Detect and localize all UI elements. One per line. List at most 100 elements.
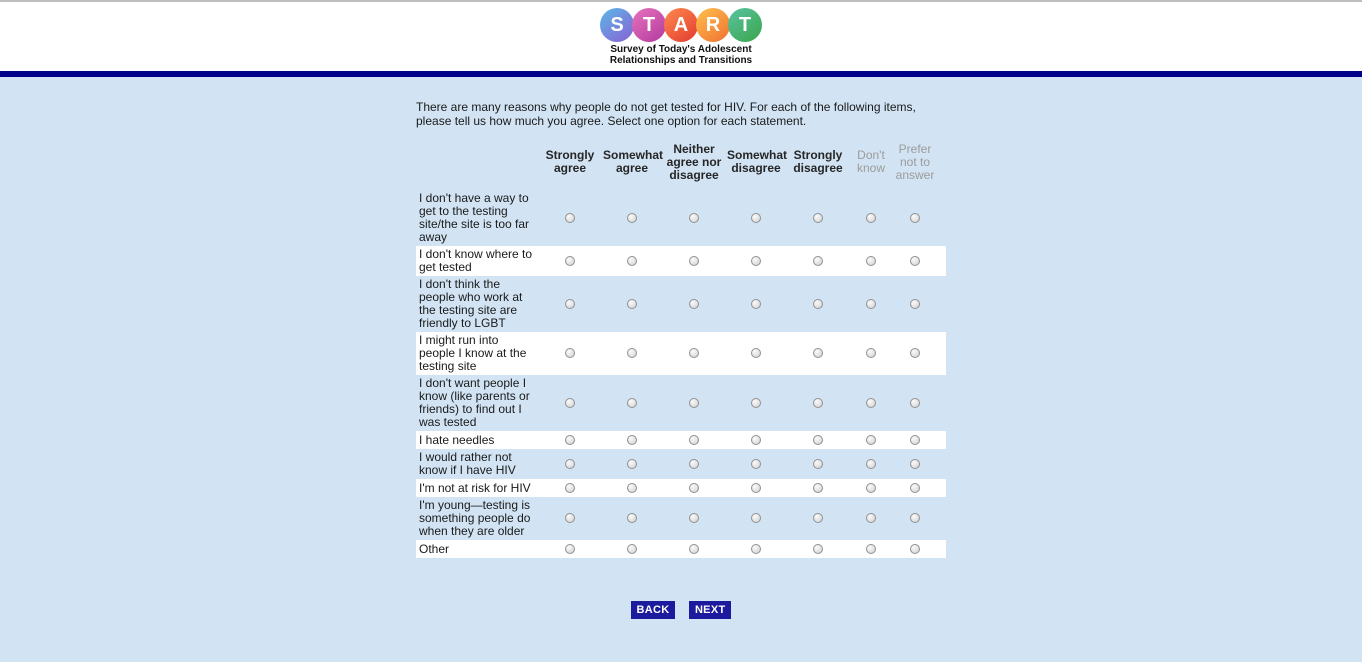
row-label: I'm young—testing is something people do…	[419, 498, 531, 538]
back-button[interactable]: BACK	[630, 601, 676, 619]
radio-row2-strongly-disagree[interactable]	[813, 255, 823, 266]
radio-row4-somewhat-disagree[interactable]	[751, 348, 761, 359]
radio-row4-somewhat-agree[interactable]	[627, 348, 637, 359]
radio-row3-somewhat-agree[interactable]	[627, 298, 637, 309]
radio-row8-strongly-agree[interactable]	[565, 482, 575, 493]
radio-row2-prefer-not-to-answer[interactable]	[910, 255, 920, 266]
radio-cell	[849, 479, 893, 497]
question-text: There are many reasons why people do not…	[416, 100, 916, 128]
radio-row8-somewhat-disagree[interactable]	[751, 482, 761, 493]
radio-row1-somewhat-agree[interactable]	[627, 212, 637, 223]
radio-row6-strongly-agree[interactable]	[565, 434, 575, 445]
radio-row10-neither-agree-nor-disagree[interactable]	[689, 543, 699, 554]
logo-letter-r-icon: R	[696, 8, 730, 42]
radio-row1-strongly-disagree[interactable]	[813, 212, 823, 223]
radio-row4-strongly-agree[interactable]	[565, 348, 575, 359]
radio-row1-dont-know[interactable]	[866, 212, 876, 223]
radio-row9-neither-agree-nor-disagree[interactable]	[689, 513, 699, 524]
radio-row5-dont-know[interactable]	[866, 397, 876, 408]
radio-cell	[849, 540, 893, 558]
radio-row3-strongly-disagree[interactable]	[813, 298, 823, 309]
radio-row3-prefer-not-to-answer[interactable]	[910, 298, 920, 309]
radio-row7-prefer-not-to-answer[interactable]	[910, 458, 920, 469]
radio-row9-strongly-agree[interactable]	[565, 513, 575, 524]
row-label: I would rather not know if I have HIV	[419, 450, 516, 477]
radio-row6-strongly-disagree[interactable]	[813, 434, 823, 445]
radio-row8-strongly-disagree[interactable]	[813, 482, 823, 493]
radio-row3-dont-know[interactable]	[866, 298, 876, 309]
radio-row9-somewhat-disagree[interactable]	[751, 513, 761, 524]
matrix-body: I don't have a way to get to the testing…	[416, 190, 946, 558]
radio-row10-prefer-not-to-answer[interactable]	[910, 543, 920, 554]
radio-row5-strongly-agree[interactable]	[565, 397, 575, 408]
radio-row2-somewhat-agree[interactable]	[627, 255, 637, 266]
radio-row7-neither-agree-nor-disagree[interactable]	[689, 458, 699, 469]
radio-row2-dont-know[interactable]	[866, 255, 876, 266]
logo-letter-t2-icon: T	[728, 8, 762, 42]
radio-row4-strongly-disagree[interactable]	[813, 348, 823, 359]
radio-row4-prefer-not-to-answer[interactable]	[910, 348, 920, 359]
next-button[interactable]: NEXT	[688, 601, 732, 619]
radio-row10-strongly-disagree[interactable]	[813, 543, 823, 554]
radio-row1-prefer-not-to-answer[interactable]	[910, 212, 920, 223]
radio-row4-dont-know[interactable]	[866, 348, 876, 359]
radio-row6-somewhat-disagree[interactable]	[751, 434, 761, 445]
radio-row9-dont-know[interactable]	[866, 513, 876, 524]
radio-cell	[849, 510, 893, 528]
table-row: I don't have a way to get to the testing…	[416, 190, 946, 246]
radio-row10-somewhat-disagree[interactable]	[751, 543, 761, 554]
radio-row8-dont-know[interactable]	[866, 482, 876, 493]
radio-row6-prefer-not-to-answer[interactable]	[910, 434, 920, 445]
logo-tagline-line1: Survey of Today's Adolescent	[610, 44, 752, 55]
radio-row2-strongly-agree[interactable]	[565, 255, 575, 266]
radio-cell	[725, 252, 787, 270]
radio-row3-neither-agree-nor-disagree[interactable]	[689, 298, 699, 309]
radio-row3-strongly-agree[interactable]	[565, 298, 575, 309]
radio-row1-neither-agree-nor-disagree[interactable]	[689, 212, 699, 223]
radio-cell	[787, 252, 849, 270]
radio-row4-neither-agree-nor-disagree[interactable]	[689, 348, 699, 359]
radio-row8-somewhat-agree[interactable]	[627, 482, 637, 493]
radio-row1-somewhat-disagree[interactable]	[751, 212, 761, 223]
radio-row9-strongly-disagree[interactable]	[813, 513, 823, 524]
radio-row5-somewhat-disagree[interactable]	[751, 397, 761, 408]
radio-row5-somewhat-agree[interactable]	[627, 397, 637, 408]
radio-row6-neither-agree-nor-disagree[interactable]	[689, 434, 699, 445]
radio-row9-prefer-not-to-answer[interactable]	[910, 513, 920, 524]
radio-row9-somewhat-agree[interactable]	[627, 513, 637, 524]
radio-row7-strongly-agree[interactable]	[565, 458, 575, 469]
radio-row5-prefer-not-to-answer[interactable]	[910, 397, 920, 408]
radio-row7-dont-know[interactable]	[866, 458, 876, 469]
radio-row7-somewhat-agree[interactable]	[627, 458, 637, 469]
radio-row2-neither-agree-nor-disagree[interactable]	[689, 255, 699, 266]
radio-cell	[787, 394, 849, 412]
radio-cell	[601, 455, 663, 473]
radio-row10-dont-know[interactable]	[866, 543, 876, 554]
radio-cell	[601, 252, 663, 270]
radio-row10-somewhat-agree[interactable]	[627, 543, 637, 554]
radio-cell	[539, 510, 601, 528]
radio-row7-somewhat-disagree[interactable]	[751, 458, 761, 469]
radio-cell	[539, 431, 601, 449]
radio-cell	[787, 540, 849, 558]
radio-row2-somewhat-disagree[interactable]	[751, 255, 761, 266]
radio-row10-strongly-agree[interactable]	[565, 543, 575, 554]
radio-row8-prefer-not-to-answer[interactable]	[910, 482, 920, 493]
radio-row8-neither-agree-nor-disagree[interactable]	[689, 482, 699, 493]
radio-cell	[893, 252, 937, 270]
radio-row6-somewhat-agree[interactable]	[627, 434, 637, 445]
column-header-strongly-disagree: Strongly disagree	[793, 148, 843, 175]
radio-row5-neither-agree-nor-disagree[interactable]	[689, 397, 699, 408]
radio-cell	[539, 295, 601, 313]
radio-row1-strongly-agree[interactable]	[565, 212, 575, 223]
radio-row5-strongly-disagree[interactable]	[813, 397, 823, 408]
matrix-header-row: Strongly agree Somewhat agree Neither agre…	[416, 138, 946, 190]
radio-row3-somewhat-disagree[interactable]	[751, 298, 761, 309]
radio-cell	[893, 394, 937, 412]
radio-cell	[601, 431, 663, 449]
radio-row7-strongly-disagree[interactable]	[813, 458, 823, 469]
radio-row6-dont-know[interactable]	[866, 434, 876, 445]
column-header-dont-know: Don't know	[856, 148, 885, 175]
